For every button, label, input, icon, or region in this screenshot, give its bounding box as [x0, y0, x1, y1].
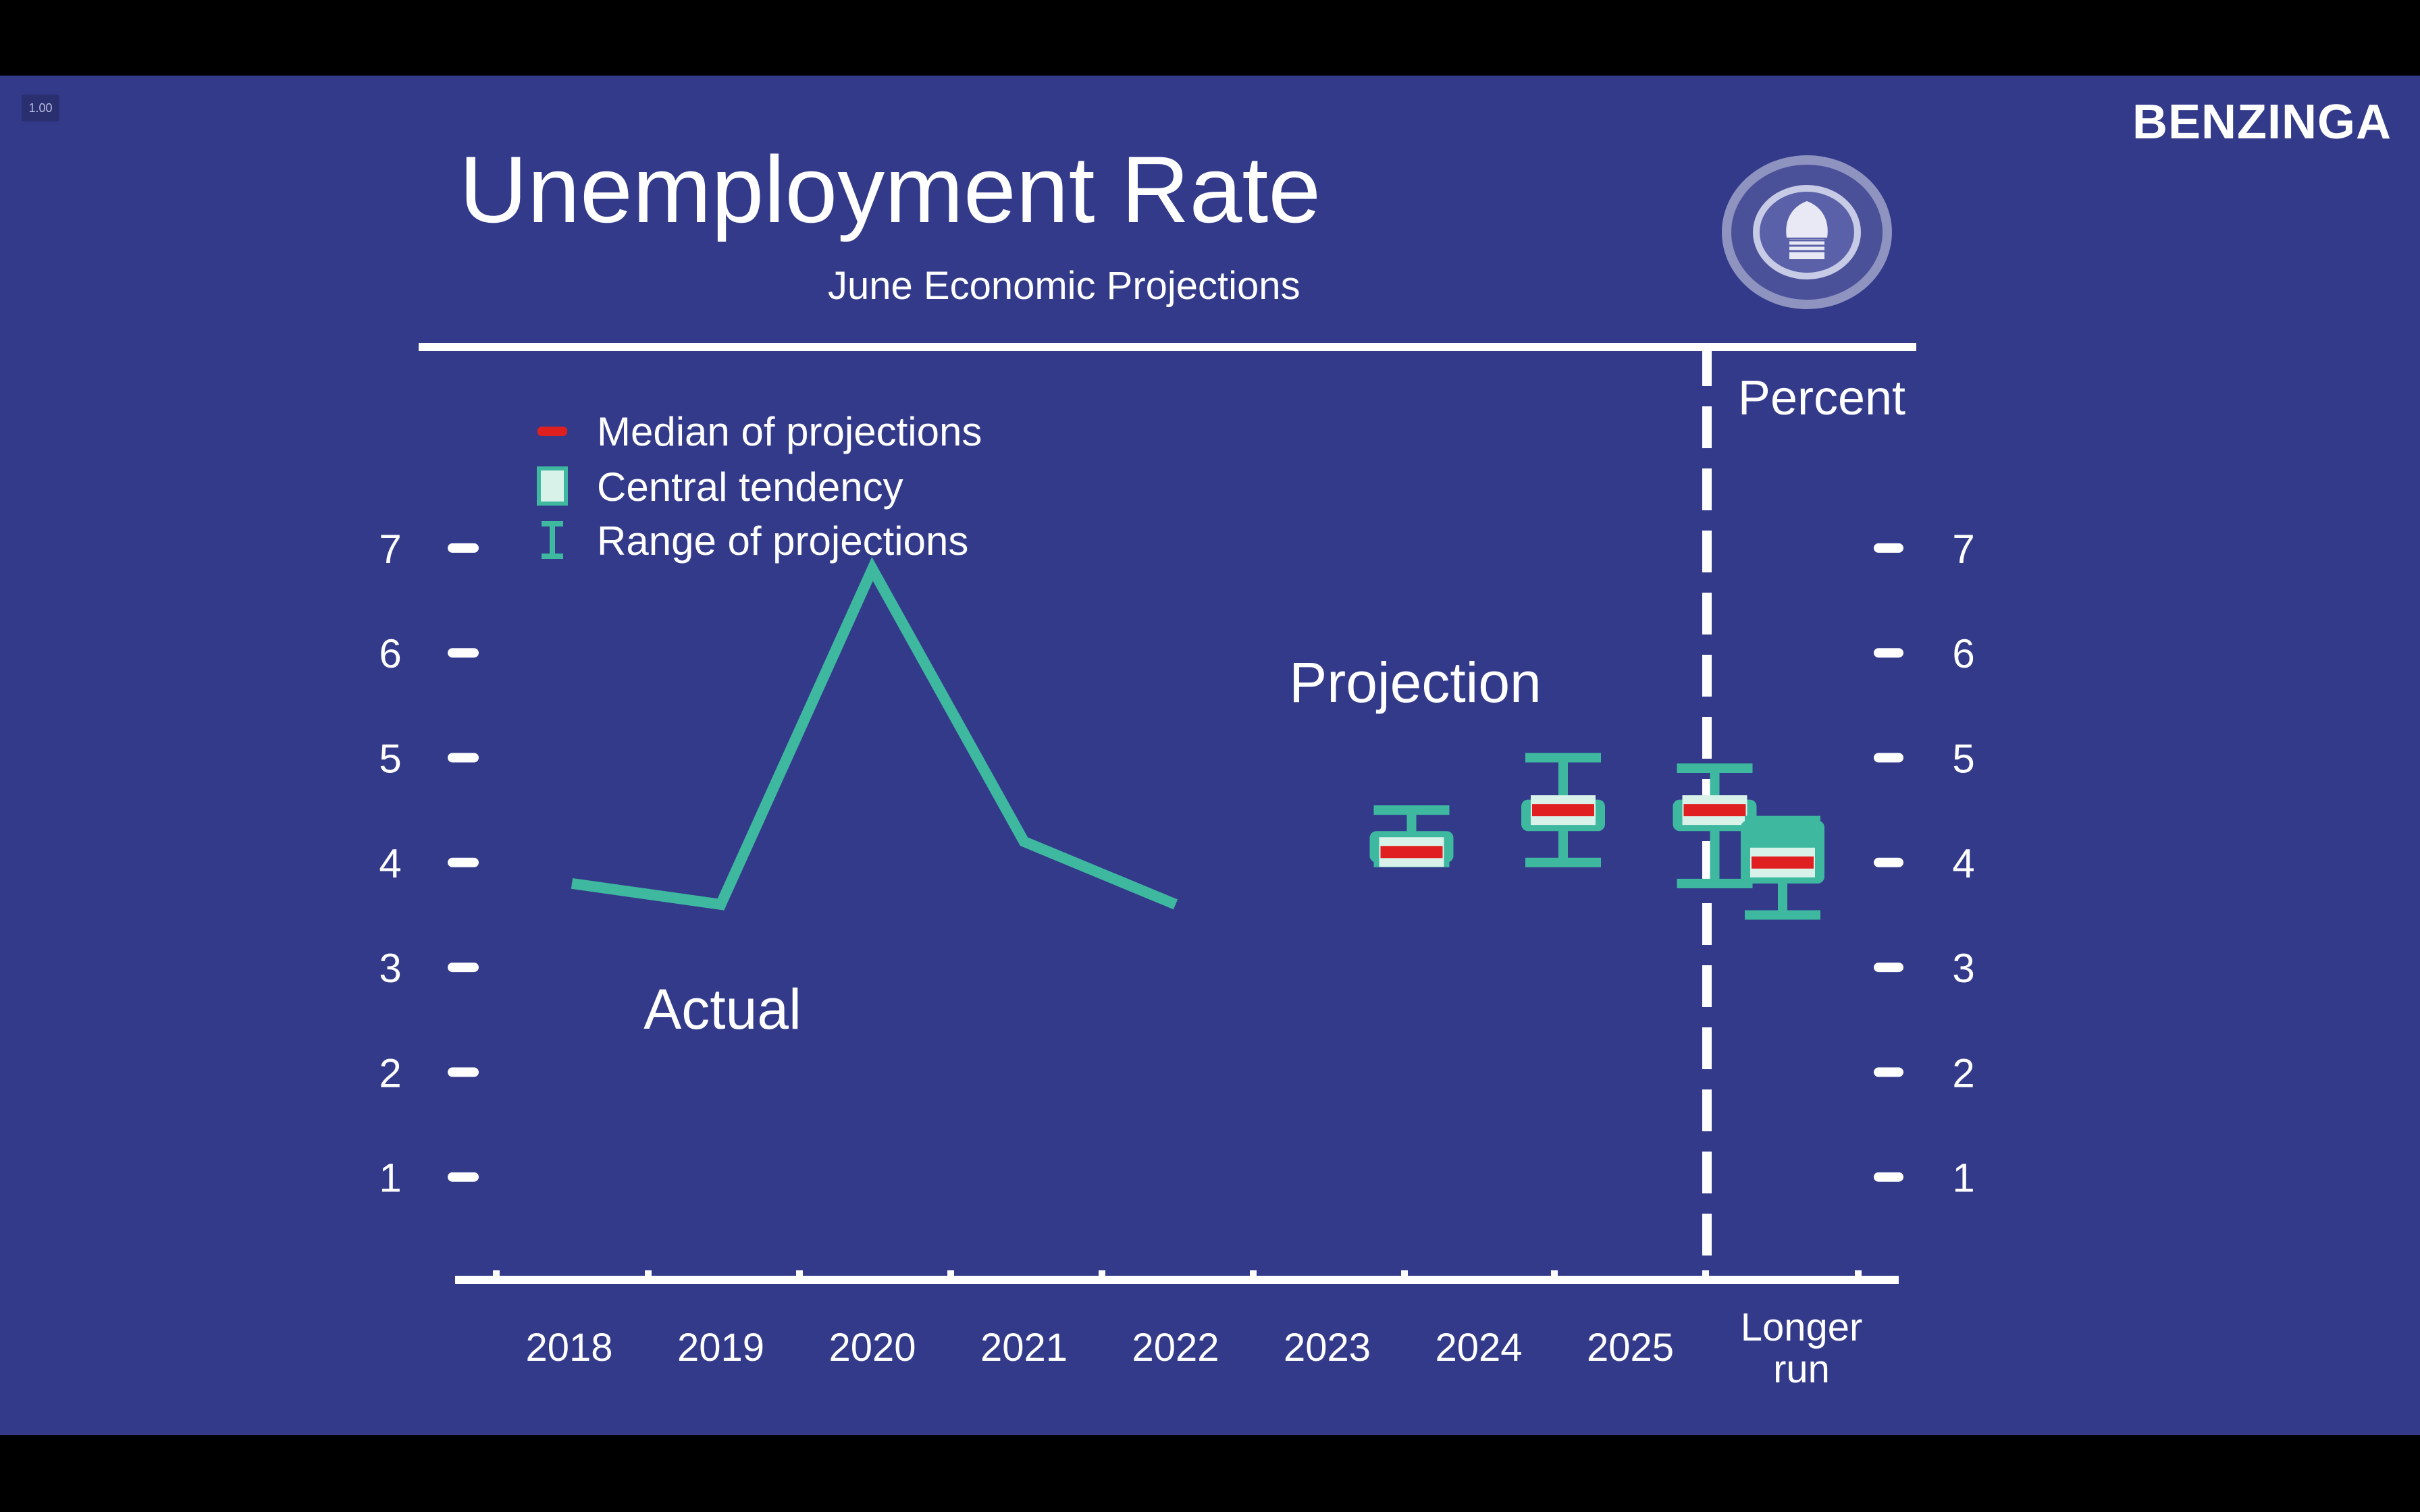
projection-median-mark: [1683, 804, 1746, 817]
legend-label: Central tendency: [597, 464, 903, 510]
projection-section-label: Projection: [1289, 651, 1542, 714]
x-category-label: 2022: [1132, 1326, 1219, 1370]
legend-label: Median of projections: [597, 409, 982, 454]
actual-data-point: [571, 883, 573, 884]
actual-section-label: Actual: [643, 977, 801, 1041]
legend-label: Range of projections: [597, 518, 968, 564]
x-category-label: 2019: [677, 1326, 764, 1370]
actual-series-line: [571, 557, 1178, 911]
x-category-label: 2024: [1435, 1326, 1522, 1370]
actual-data-point: [720, 904, 721, 905]
x-category-label: 2018: [525, 1326, 612, 1370]
y-tick-label-left: 7: [379, 526, 401, 572]
y-tick-label-left: 3: [379, 946, 401, 991]
legend-median-icon: [537, 427, 567, 436]
slide-background: [0, 76, 2420, 1435]
y-tick-label-left: 5: [379, 736, 401, 782]
legend-central-tendency-icon: [537, 466, 568, 506]
actual-data-point: [872, 568, 873, 570]
y-tick-label-left: 6: [379, 631, 401, 676]
chart-subtitle: June Economic Projections: [828, 264, 1300, 308]
projection-median-mark: [1532, 804, 1594, 817]
x-category-label: 2020: [828, 1326, 916, 1370]
x-category-label: 2025: [1587, 1326, 1674, 1370]
unit-label: Percent: [1738, 371, 1905, 425]
projection-median-mark: [1380, 846, 1443, 859]
y-tick-label-right: 1: [1952, 1156, 1974, 1201]
y-tick-label-right: 7: [1952, 526, 1974, 572]
y-tick-label-right: 6: [1952, 631, 1974, 676]
brand-logo: BENZINGA: [2132, 95, 2392, 149]
x-category-label: Longer run: [1741, 1305, 1863, 1391]
y-tick-label-left: 2: [379, 1050, 401, 1096]
y-tick-label-left: 4: [379, 841, 401, 886]
projection-median-mark: [1752, 856, 1814, 869]
y-tick-label-right: 5: [1952, 736, 1974, 782]
y-tick-label-right: 4: [1952, 841, 1974, 886]
x-category-label: 2021: [980, 1326, 1068, 1370]
letterbox-top: [0, 0, 2420, 76]
chart-title: Unemployment Rate: [459, 136, 1321, 242]
x-category-label: 2023: [1284, 1326, 1371, 1370]
y-tick-label-left: 1: [379, 1156, 401, 1201]
y-tick-label-right: 2: [1952, 1050, 1974, 1096]
zoom-level-badge: 1.00: [22, 94, 59, 122]
y-tick-label-right: 3: [1952, 946, 1974, 991]
letterbox-bottom: [0, 1435, 2420, 1512]
federal-reserve-seal-icon: [1722, 155, 1892, 309]
